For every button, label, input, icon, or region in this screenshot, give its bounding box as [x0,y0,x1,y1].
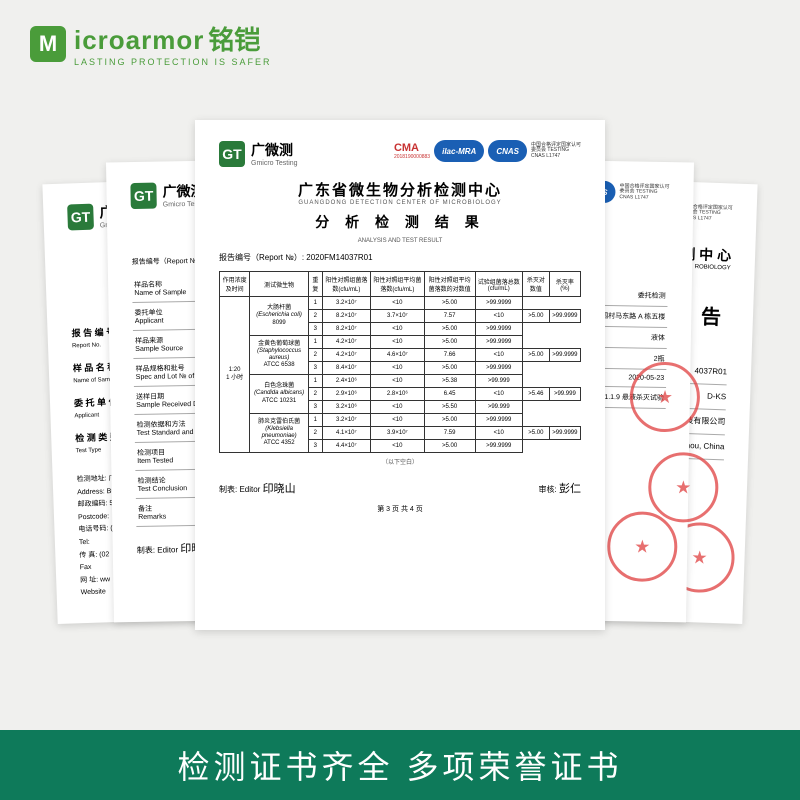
doc-title-cn: 广东省微生物分析检测中心 [219,179,581,200]
lab-logo-icon: GT [130,182,156,208]
doc-title-en: GUANGDONG DETECTION CENTER OF MICROBIOLO… [219,200,581,206]
lab-logo-icon: GT [67,203,94,230]
brand-name-cn: 铭铠 [208,20,260,57]
bottom-banner: 检测证书齐全 多项荣誉证书 [0,730,800,800]
sig-label: 制表: Editor [137,545,178,555]
cma-badge: CMA [394,142,430,154]
brand-header: M icroarmor 铭铠 LASTING PROTECTION IS SAF… [30,20,272,67]
sig-editor-name: 印晓山 [263,483,296,495]
cnas-text: 中国合格评定国家认可委员会 TESTING CNAS L1747 [531,143,581,160]
sig-reviewer-label: 审核: [539,485,557,494]
cma-no: 2018190000883 [394,154,430,160]
brand-name-en: icroarmor [74,25,204,56]
doc-center: GT 广微测Gmicro Testing CMA2018190000883 il… [195,120,605,630]
lab-logo-icon: GT [219,141,245,167]
lab-name: 广微测 [251,140,298,160]
official-stamp-icon [607,511,678,582]
report-no-label: 报告编号（Report №）: [219,253,304,262]
brand-logo-icon: M [30,26,66,62]
doc-subtitle-en: ANALYSIS AND TEST RESULT [219,238,581,244]
cnas-text: 中国合格评定国家认可委员会 TESTING CNAS L1747 [619,184,669,201]
results-table: 作用浓度及时间测试微生物重复阳性对照组菌落数(cfu/mL)阳性对照组平均菌落数… [219,271,581,453]
cert-badges: CMA2018190000883 ilac-MRA CNAS 中国合格评定国家认… [394,140,581,162]
report-no: 2020FM14037R01 [306,253,372,262]
blank-note: （以下空白） [219,457,581,466]
page-number: 第 3 页 共 4 页 [219,504,581,514]
sig-reviewer-name: 彭仁 [559,483,581,495]
ilac-badge: ilac-MRA [434,140,484,162]
documents-stage: GT 广微测Gmicro Testing 广 分 报 告 编 号Report N… [0,100,800,700]
doc-subtitle-cn: 分 析 检 测 结 果 [219,212,581,232]
brand-tagline: LASTING PROTECTION IS SAFER [74,57,272,67]
sig-editor-label: 制表: Editor [219,485,260,494]
lab-name-en: Gmicro Testing [251,160,298,167]
cnas-badge: CNAS [488,140,527,162]
